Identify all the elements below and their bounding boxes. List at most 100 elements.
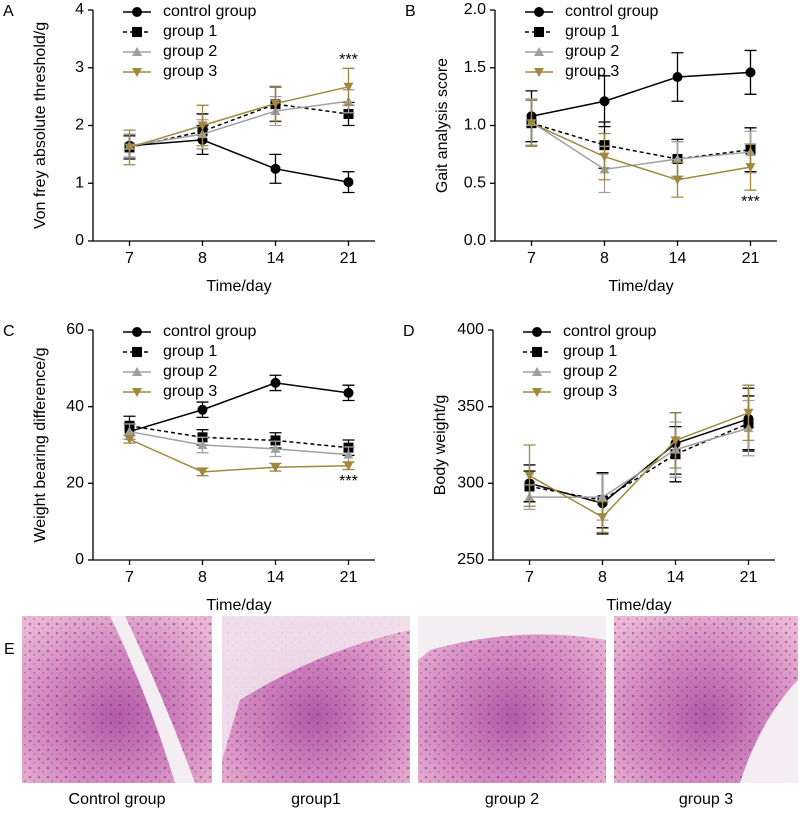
legend-label: group 1 bbox=[565, 23, 619, 40]
data-point bbox=[343, 108, 354, 119]
data-point bbox=[270, 377, 281, 388]
y-tick-label: 1.5 bbox=[464, 59, 486, 76]
data-point bbox=[197, 121, 208, 131]
data-point bbox=[343, 82, 354, 92]
y-tick-label: 2.0 bbox=[464, 1, 486, 18]
y-tick-label: 250 bbox=[457, 551, 484, 568]
series-line bbox=[129, 100, 349, 147]
data-point bbox=[270, 443, 281, 453]
legend-label: control group bbox=[563, 323, 656, 340]
data-point bbox=[524, 471, 535, 481]
panel-label: C bbox=[3, 323, 15, 340]
data-point bbox=[343, 387, 354, 398]
x-tick-label: 7 bbox=[525, 569, 534, 586]
data-point bbox=[599, 152, 610, 162]
legend-marker bbox=[132, 327, 142, 337]
data-point bbox=[745, 67, 756, 78]
y-tick-label: 3 bbox=[75, 59, 84, 76]
legend-label: group 3 bbox=[163, 383, 217, 400]
panel-label: B bbox=[405, 3, 416, 20]
panel-label: E bbox=[4, 641, 15, 658]
histology-images bbox=[22, 616, 798, 783]
y-axis-title: Gait analysis score bbox=[434, 58, 451, 193]
legend-marker bbox=[132, 388, 142, 397]
data-point bbox=[672, 153, 683, 163]
x-tick-label: 7 bbox=[125, 569, 134, 586]
series-line bbox=[529, 422, 749, 501]
legend-label: group 3 bbox=[563, 383, 617, 400]
data-point bbox=[124, 143, 135, 153]
data-point bbox=[197, 467, 208, 477]
x-tick-label: 21 bbox=[740, 569, 758, 586]
series-line bbox=[129, 139, 349, 183]
x-axis-title: Time/day bbox=[608, 278, 673, 295]
histology-gap bbox=[418, 616, 606, 660]
series-line bbox=[129, 438, 349, 473]
series-line bbox=[529, 427, 749, 498]
legend-marker bbox=[534, 27, 544, 37]
data-point bbox=[526, 119, 537, 129]
y-tick-label: 60 bbox=[66, 321, 84, 338]
legend-label: group 1 bbox=[563, 343, 617, 360]
legend-label: control group bbox=[163, 3, 256, 20]
x-tick-label: 14 bbox=[267, 250, 285, 267]
legend-marker bbox=[534, 7, 544, 17]
x-tick-label: 14 bbox=[669, 250, 687, 267]
data-point bbox=[745, 163, 756, 173]
x-axis-title: Time/day bbox=[206, 278, 271, 295]
image-caption: group 3 bbox=[679, 791, 733, 808]
panel-label: A bbox=[3, 3, 14, 20]
data-point bbox=[670, 436, 681, 446]
legend-label: control group bbox=[565, 3, 658, 20]
x-tick-label: 14 bbox=[267, 569, 285, 586]
y-tick-label: 20 bbox=[66, 475, 84, 492]
data-point bbox=[343, 177, 354, 188]
x-tick-label: 7 bbox=[527, 250, 536, 267]
legend-label: group 3 bbox=[565, 63, 619, 80]
y-tick-label: 0 bbox=[75, 551, 84, 568]
legend-label: group 2 bbox=[565, 43, 619, 60]
legend-label: group 1 bbox=[163, 23, 217, 40]
legend-label: group 2 bbox=[163, 43, 217, 60]
data-point bbox=[743, 408, 754, 418]
y-tick-label: 0.0 bbox=[464, 232, 486, 249]
legend-marker bbox=[132, 367, 142, 376]
data-point bbox=[270, 99, 281, 109]
x-tick-label: 8 bbox=[600, 250, 609, 267]
data-point bbox=[270, 435, 281, 446]
data-point bbox=[343, 461, 354, 471]
significance-annotation: *** bbox=[741, 193, 760, 210]
data-point bbox=[343, 449, 354, 459]
x-tick-label: 21 bbox=[340, 569, 358, 586]
x-tick-label: 21 bbox=[340, 250, 358, 267]
data-point bbox=[124, 435, 135, 445]
y-tick-label: 4 bbox=[75, 1, 84, 18]
legend-marker bbox=[132, 7, 142, 17]
histology-gap bbox=[740, 680, 798, 783]
legend-marker bbox=[534, 68, 544, 77]
y-tick-label: 2 bbox=[75, 117, 84, 134]
legend-marker bbox=[534, 47, 544, 56]
y-axis-title: Body weight/g bbox=[432, 395, 449, 496]
image-caption: Control group bbox=[69, 791, 166, 808]
data-point bbox=[672, 71, 683, 82]
data-point bbox=[270, 463, 281, 473]
legend-marker bbox=[532, 367, 542, 376]
x-axis-title: Time/day bbox=[606, 597, 671, 614]
data-point bbox=[197, 404, 208, 415]
y-tick-label: 300 bbox=[457, 475, 484, 492]
image-caption: group 2 bbox=[485, 791, 539, 808]
data-point bbox=[197, 440, 208, 449]
series-line bbox=[531, 122, 751, 181]
legend-label: group 2 bbox=[563, 363, 617, 380]
x-tick-label: 7 bbox=[125, 250, 134, 267]
data-point bbox=[270, 163, 281, 174]
data-point bbox=[597, 492, 608, 502]
legend-marker bbox=[132, 27, 142, 37]
legend-marker bbox=[132, 347, 142, 357]
legend-marker bbox=[132, 68, 142, 77]
image-caption: group1 bbox=[291, 791, 341, 808]
series-line bbox=[529, 418, 749, 505]
series-line bbox=[129, 382, 349, 433]
